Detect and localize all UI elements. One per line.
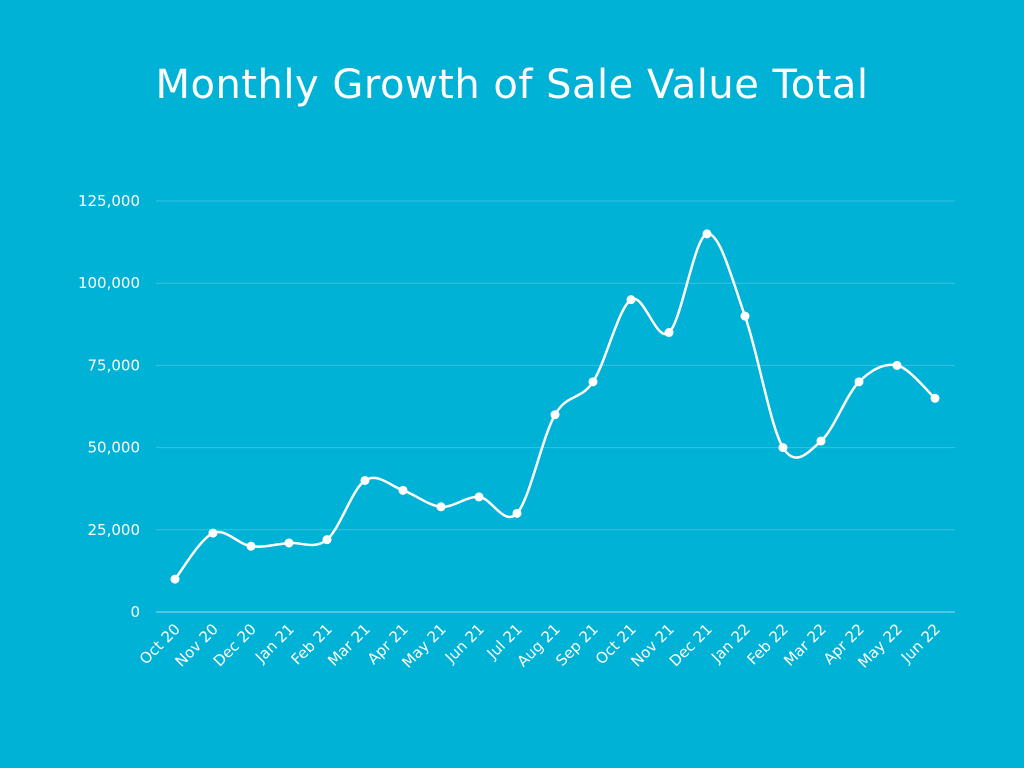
y-tick-label: 0 (130, 603, 140, 621)
y-tick-label: 25,000 (88, 521, 141, 539)
data-point-jan-22[interactable] (740, 311, 750, 321)
data-point-jan-21[interactable] (284, 538, 294, 548)
data-point-nov-20[interactable] (208, 528, 218, 538)
series-layer (174, 232, 936, 580)
x-tick-label: Jun 21 (441, 620, 488, 667)
data-point-dec-20[interactable] (246, 541, 256, 551)
x-tick-label: Aug 21 (514, 620, 564, 670)
data-point-mar-22[interactable] (816, 436, 826, 446)
y-axis-ticks: 0 25,000 50,000 75,000 100,000 125,000 (78, 192, 140, 621)
data-point-nov-21[interactable] (664, 328, 674, 338)
data-point-aug-21[interactable] (550, 410, 560, 420)
data-point-apr-22[interactable] (854, 377, 864, 387)
x-tick-label: Mar 22 (780, 620, 830, 670)
data-point-dec-21[interactable] (702, 229, 712, 239)
series-line (174, 232, 936, 580)
data-point-oct-21[interactable] (626, 295, 636, 305)
y-tick-label: 125,000 (78, 192, 140, 210)
x-tick-label: Jun 22 (897, 620, 944, 667)
data-point-apr-21[interactable] (398, 485, 408, 495)
data-point-jun-22[interactable] (930, 393, 940, 403)
data-point-sep-21[interactable] (588, 377, 598, 387)
markers-layer (170, 229, 940, 584)
y-tick-label: 50,000 (88, 439, 141, 457)
x-tick-label: Dec 21 (666, 620, 716, 670)
x-tick-label: Sep 21 (552, 620, 602, 670)
x-tick-label: Dec 20 (210, 620, 260, 670)
data-point-feb-22[interactable] (778, 443, 788, 453)
chart-title: Monthly Growth of Sale Value Total (155, 62, 869, 108)
grid-lines (156, 200, 955, 613)
data-point-may-21[interactable] (436, 502, 446, 512)
y-tick-label: 75,000 (88, 356, 141, 374)
data-point-jul-21[interactable] (512, 508, 522, 518)
data-point-may-22[interactable] (892, 360, 902, 370)
data-point-jun-21[interactable] (474, 492, 484, 502)
data-point-oct-20[interactable] (170, 574, 180, 584)
y-tick-label: 100,000 (78, 274, 140, 292)
data-point-mar-21[interactable] (360, 475, 370, 485)
data-point-feb-21[interactable] (322, 535, 332, 545)
x-tick-label: Mar 21 (324, 620, 374, 670)
